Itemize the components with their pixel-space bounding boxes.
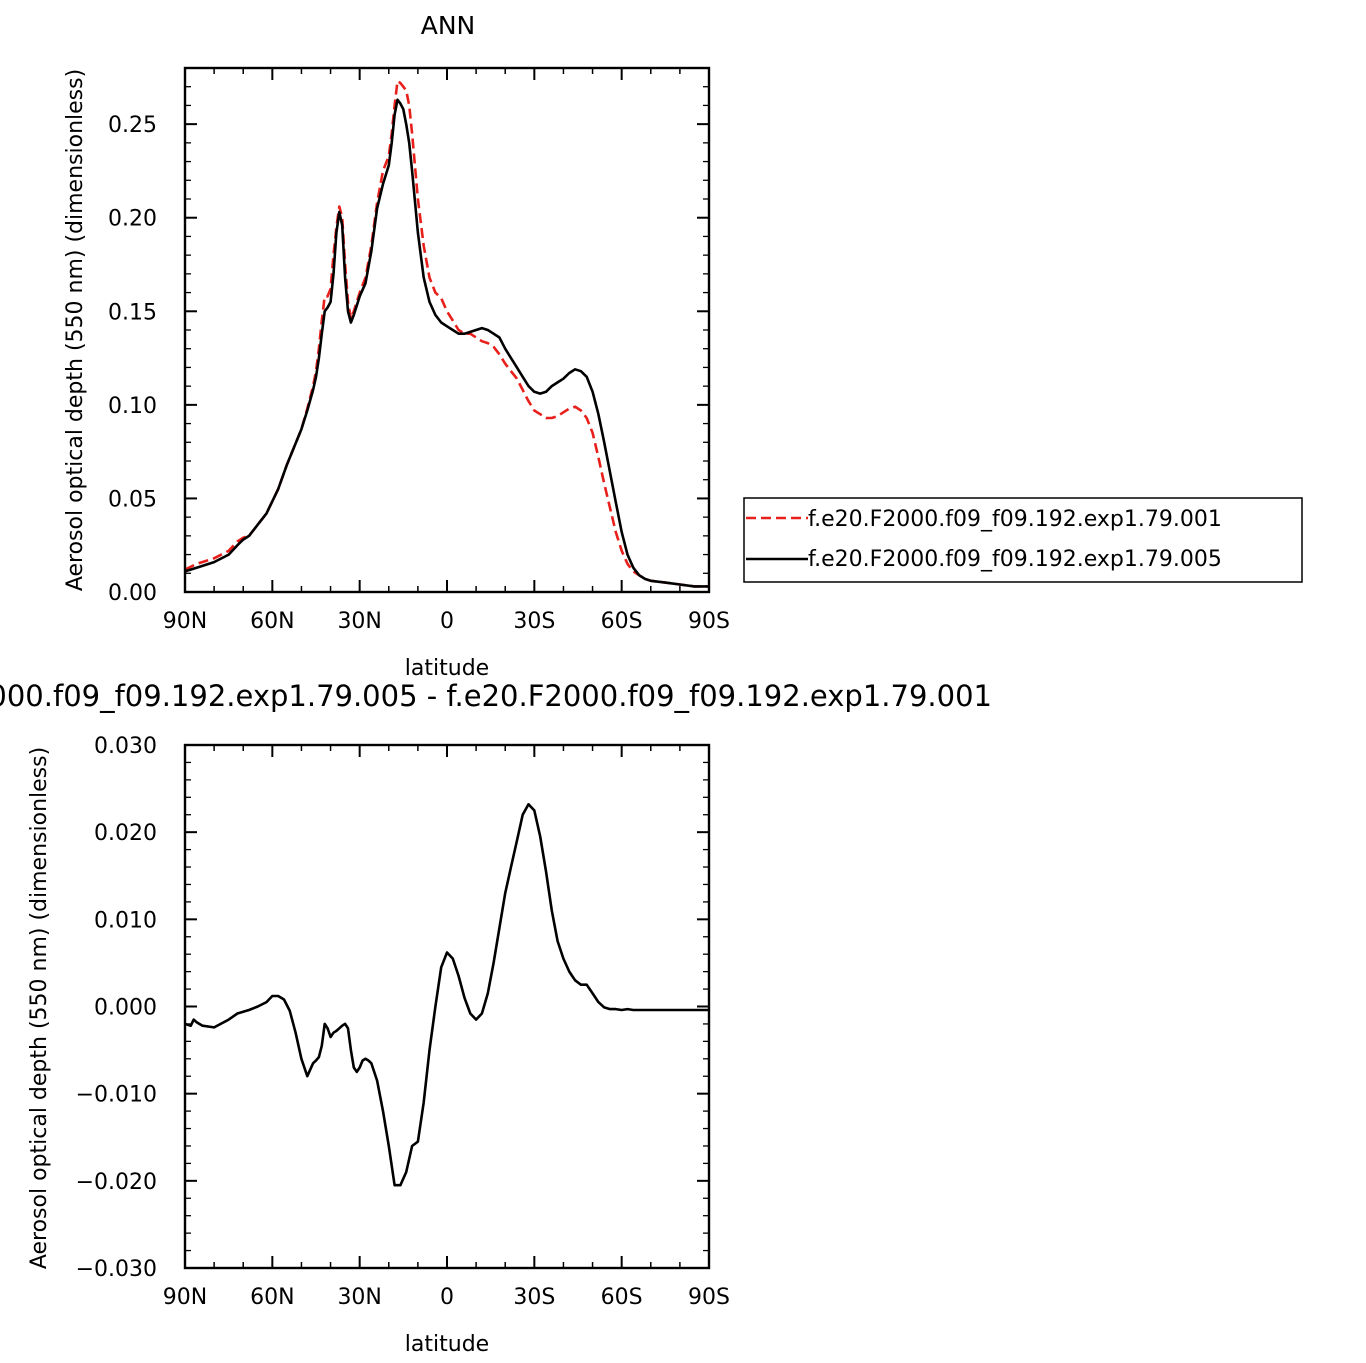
legend-box (743, 497, 1303, 583)
bottom-panel: f.e20.F2000.f09_f09.192.exp1.79.005 - f.… (0, 679, 992, 1357)
bottom-y-tick-label: −0.020 (76, 1170, 157, 1195)
top-y-tick-label: 0.15 (108, 300, 157, 325)
top-chart-title: ANN (421, 11, 476, 40)
bottom-y-tick-label: 0.000 (94, 996, 157, 1021)
bottom-y-axis-label: Aerosol optical depth (550 nm) (dimensio… (27, 747, 52, 1269)
top-x-tick-label: 30N (337, 609, 381, 634)
top-panel: ANN Aerosol optical depth (550 nm) (dime… (63, 11, 730, 681)
bottom-x-tick-label: 90S (688, 1285, 730, 1310)
top-x-tick-label: 60N (250, 609, 294, 634)
bottom-x-axis-label: latitude (405, 1332, 489, 1357)
legend-label-series-001: f.e20.F2000.f09_f09.192.exp1.79.001 (808, 507, 1222, 532)
bottom-x-tick-label: 30N (337, 1285, 381, 1310)
top-y-tick-label: 0.05 (108, 487, 157, 512)
bottom-y-tick-label: 0.020 (94, 821, 157, 846)
legend-label-series-005: f.e20.F2000.f09_f09.192.exp1.79.005 (808, 547, 1222, 572)
top-x-tick-label: 0 (440, 609, 454, 634)
top-x-axis-label: latitude (405, 656, 489, 681)
bottom-x-tick-label: 90N (163, 1285, 207, 1310)
top-x-tick-label: 90N (163, 609, 207, 634)
top-series-line-1 (184, 98, 709, 588)
bottom-plot-axes: 90N 60N 30N 0 30S 60S 90S −0.030 −0.020 −0.010 0.0… (76, 734, 730, 1310)
bottom-y-tick-label: −0.030 (76, 1257, 157, 1282)
top-plot-axes: 90N 60N 30N 0 30S 60S 90S 0.00 0.05 0.10 0.15 0.20 0… (108, 67, 730, 634)
bottom-plot-frame (183, 743, 711, 1270)
bottom-y-tick-label: 0.010 (94, 908, 157, 933)
top-x-tick-label: 90S (688, 609, 730, 634)
bottom-y-tick-label: −0.010 (76, 1083, 157, 1108)
bottom-y-tick-label: 0.030 (94, 734, 157, 759)
top-y-tick-label: 0.20 (108, 207, 157, 232)
bottom-x-tick-label: 60S (601, 1285, 643, 1310)
bottom-x-tick-label: 0 (440, 1285, 454, 1310)
top-plot-lines (184, 79, 709, 588)
top-y-tick-label: 0.10 (108, 394, 157, 419)
top-x-tick-label: 60S (601, 609, 643, 634)
legend: f.e20.F2000.f09_f09.192.exp1.79.001 f.e2… (743, 497, 1303, 583)
top-series-line-0 (184, 79, 709, 588)
bottom-x-tick-label: 30S (513, 1285, 555, 1310)
top-y-tick-label: 0.00 (108, 581, 157, 606)
top-y-tick-label: 0.25 (108, 113, 157, 138)
bottom-series-line-0 (184, 802, 709, 1187)
bottom-plot-lines (184, 802, 709, 1187)
top-y-axis-label: Aerosol optical depth (550 nm) (dimensio… (63, 69, 88, 591)
top-plot-frame (183, 66, 711, 594)
bottom-chart-title: f.e20.F2000.f09_f09.192.exp1.79.005 - f.… (0, 679, 992, 713)
top-x-tick-label: 30S (513, 609, 555, 634)
bottom-x-tick-label: 60N (250, 1285, 294, 1310)
